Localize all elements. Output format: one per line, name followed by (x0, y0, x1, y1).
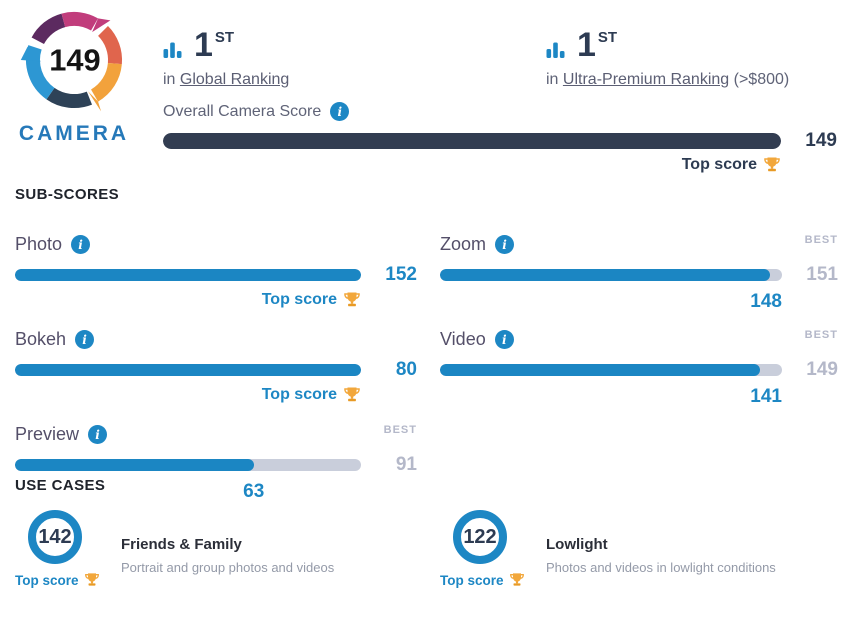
trophy-icon (764, 157, 780, 172)
subscore-row-zoom: Zoom BEST 151 148 (440, 232, 838, 314)
info-icon[interactable] (495, 235, 515, 254)
use-case-score: 122 (463, 525, 497, 548)
info-icon[interactable] (75, 330, 95, 349)
trophy-icon (344, 292, 360, 307)
global-ranking-link[interactable]: Global Ranking (179, 71, 290, 88)
rank-subtitle: in Ultra-Premium Ranking (>$800) (546, 71, 789, 89)
info-icon[interactable] (494, 330, 514, 349)
rank-note: (>$800) (733, 71, 790, 88)
info-icon[interactable] (330, 102, 350, 121)
use-case-lowlight: 122 Top score Lowlight Photos and videos… (440, 510, 845, 590)
subscores-right-column: Zoom BEST 151 148 Video BEST (440, 232, 838, 422)
info-icon[interactable] (88, 425, 108, 444)
subscore-value: 148 (750, 291, 782, 312)
subscore-value: 152 (385, 264, 417, 285)
ranking-bar-chart-icon (163, 42, 182, 58)
ultra-premium-ranking-link[interactable]: Ultra-Premium Ranking (562, 71, 730, 88)
ultra-premium-ranking-block: 1ST in Ultra-Premium Ranking (>$800) (546, 28, 789, 89)
overall-score-section: Overall Camera Score 149 Top score (163, 102, 837, 179)
subscores-left-column: Photo 152 Top score (15, 232, 417, 517)
camera-logo: 149 CAMERA (12, 4, 136, 146)
use-case-description: Photos and videos in lowlight conditions (546, 560, 776, 575)
top-score-badge: Top score (15, 572, 100, 588)
subscore-label: Photo (15, 234, 63, 254)
rank-prefix: in (163, 71, 176, 88)
overall-score-label: Overall Camera Score (163, 102, 322, 120)
use-case-title: Friends & Family (121, 536, 242, 553)
use-case-description: Portrait and group photos and videos (121, 560, 335, 575)
score-bar (15, 269, 361, 281)
use-case-title: Lowlight (546, 536, 608, 553)
use-cases-heading: USE CASES (15, 477, 106, 494)
subscore-row-bokeh: Bokeh 80 Top score (15, 327, 417, 409)
score-bar (15, 459, 361, 471)
rank-position: 1ST (194, 26, 235, 64)
top-score-badge: Top score (682, 156, 781, 174)
subscore-label: Video (440, 329, 486, 349)
top-score-badge: Top score (262, 386, 361, 404)
subscore-row-video: Video BEST 149 141 (440, 327, 838, 409)
overall-score-value: 149 (805, 130, 837, 151)
logo-score: 149 (49, 42, 100, 77)
use-case-score-ring: 142 (28, 510, 82, 564)
use-case-score-ring: 122 (453, 510, 507, 564)
best-value: 91 (395, 454, 417, 475)
best-value: 149 (806, 359, 838, 380)
best-label: BEST (804, 329, 838, 341)
logo-camera-label: CAMERA (18, 122, 130, 145)
score-bar (440, 364, 782, 376)
use-case-score: 142 (38, 525, 72, 548)
subscore-row-photo: Photo 152 Top score (15, 232, 417, 314)
score-bar (15, 364, 361, 376)
best-value: 151 (806, 264, 838, 285)
trophy-icon (84, 573, 99, 586)
subscore-value: 63 (243, 481, 265, 502)
camera-logo-icon: 149 (20, 11, 123, 112)
subscore-label: Preview (15, 424, 80, 444)
subscore-value: 141 (750, 386, 782, 407)
global-ranking-block: 1ST in Global Ranking (163, 28, 289, 89)
subscore-label: Zoom (440, 234, 487, 254)
top-score-badge: Top score (440, 572, 525, 588)
top-score-badge: Top score (262, 291, 361, 309)
info-icon[interactable] (71, 235, 91, 254)
score-bar (440, 269, 782, 281)
subscore-label: Bokeh (15, 329, 67, 349)
use-case-friends-family: 142 Top score Friends & Family Portrait … (15, 510, 420, 590)
trophy-icon (509, 573, 524, 586)
subscores-heading: SUB-SCORES (15, 186, 120, 203)
trophy-icon (344, 387, 360, 402)
subscore-value: 80 (395, 359, 417, 380)
ranking-bar-chart-icon (546, 42, 565, 58)
overall-score-bar (163, 133, 781, 149)
rank-prefix: in (546, 71, 559, 88)
rank-position: 1ST (577, 26, 618, 64)
best-label: BEST (383, 424, 417, 436)
rank-subtitle: in Global Ranking (163, 71, 289, 89)
best-label: BEST (804, 234, 838, 246)
subscore-row-preview: Preview BEST 91 63 (15, 422, 417, 504)
